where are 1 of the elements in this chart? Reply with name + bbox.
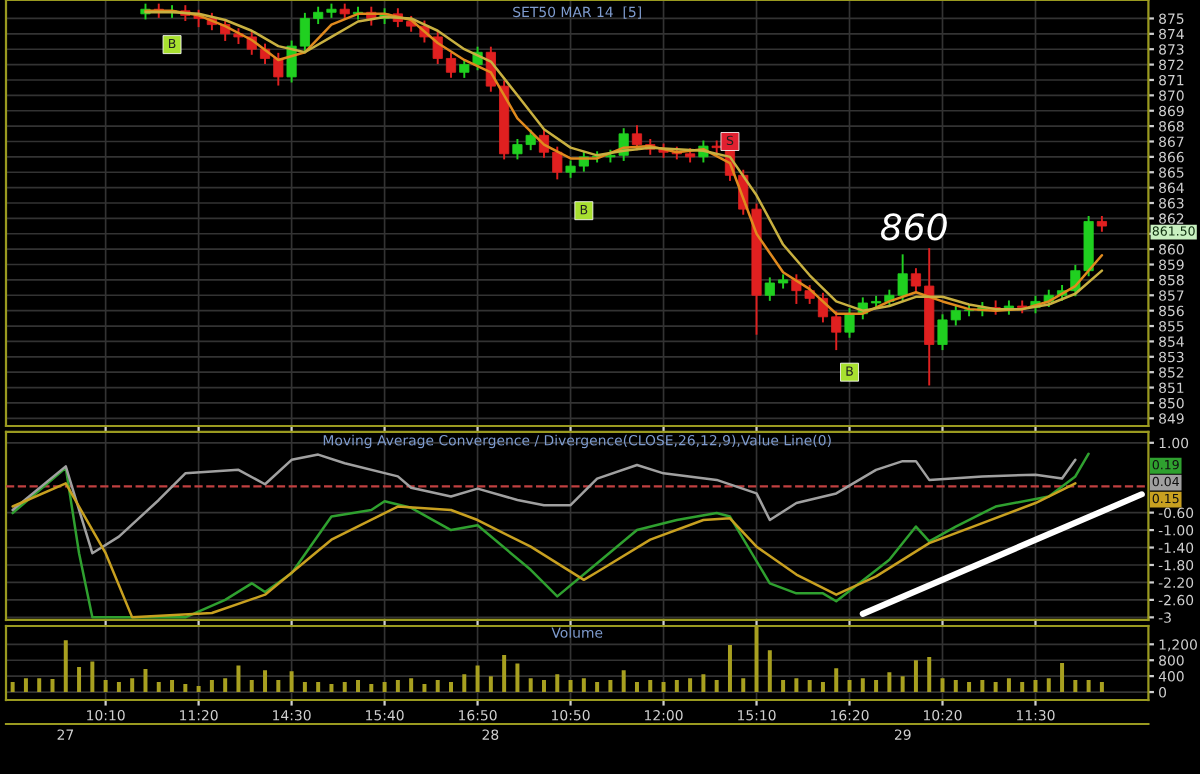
annotation: 860 (880, 213, 947, 241)
